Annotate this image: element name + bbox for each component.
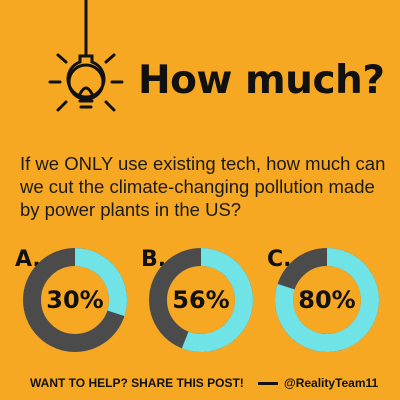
divider bbox=[258, 382, 278, 385]
lightbulb-icon bbox=[48, 0, 124, 112]
value-label: 30% bbox=[46, 286, 103, 314]
value-label: 56% bbox=[172, 286, 229, 314]
handle: @RealityTeam11 bbox=[284, 376, 379, 390]
value-label: 80% bbox=[298, 286, 355, 314]
title: How much? bbox=[138, 58, 385, 103]
donut-segment bbox=[181, 248, 253, 352]
donut-segment bbox=[74, 248, 127, 317]
donut-segment bbox=[275, 248, 379, 352]
call-to-action: WANT TO HELP? SHARE THIS POST! bbox=[30, 376, 244, 390]
question: If we ONLY use existing tech, how much c… bbox=[20, 153, 386, 220]
